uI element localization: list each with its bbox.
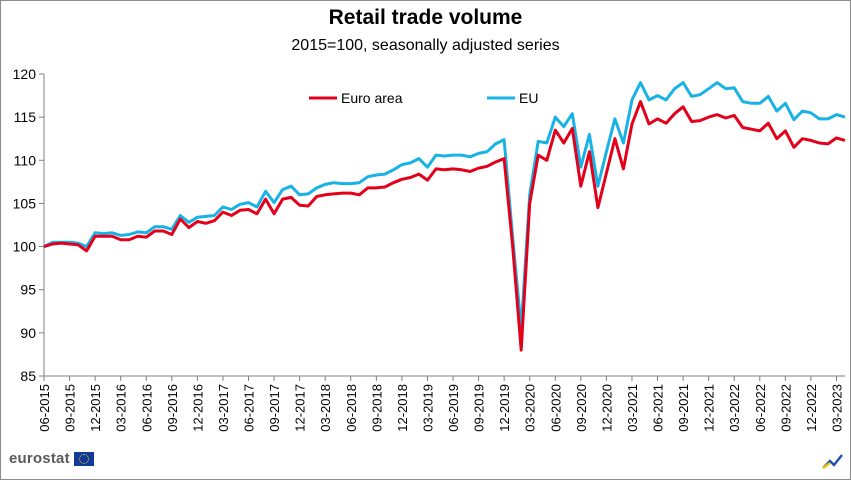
y-tick-label: 105: [13, 195, 37, 211]
x-tick-label: 09-2018: [369, 384, 384, 432]
x-tick-label: 09-2017: [267, 384, 282, 432]
x-tick-label: 06-2021: [651, 384, 666, 432]
x-tick-label: 09-2015: [63, 384, 78, 432]
logo-text: eurostat: [9, 450, 70, 467]
x-tick-label: 03-2023: [829, 384, 844, 432]
x-tick-label: 09-2020: [574, 384, 589, 432]
y-axis-ticks: 85 90 95 100 105 110 115 120: [13, 66, 44, 384]
legend-label-eu: EU: [519, 90, 538, 106]
series-lines: [43, 81, 846, 352]
legend-label-euro-area: Euro area: [341, 90, 403, 106]
axes: [43, 74, 845, 377]
x-tick-label: 12-2017: [293, 384, 308, 432]
series-line-eu: [43, 81, 846, 330]
x-axis-ticks: 06-2015 09-2015 12-2015 03-2016 06-2016 09-20…: [37, 376, 844, 432]
chart-title: Retail trade volume: [328, 6, 523, 29]
x-tick-label: 03-2018: [318, 384, 333, 432]
x-tick-label: 03-2016: [114, 384, 129, 432]
eurostat-corner-icon: [822, 454, 843, 469]
x-tick-label: 09-2021: [676, 384, 691, 432]
x-tick-label: 12-2015: [88, 384, 103, 432]
x-tick-label: 09-2016: [165, 384, 180, 432]
y-tick-label: 115: [14, 109, 37, 125]
y-tick-label: 90: [20, 325, 36, 341]
x-tick-label: 09-2019: [472, 384, 487, 432]
series-line-euro-area: [43, 100, 846, 352]
chart-subtitle: 2015=100, seasonally adjusted series: [291, 37, 560, 54]
x-tick-label: 06-2016: [139, 384, 154, 432]
y-tick-label: 120: [13, 66, 37, 82]
x-tick-label: 06-2019: [446, 384, 461, 432]
x-tick-label: 09-2022: [778, 384, 793, 432]
x-tick-label: 06-2015: [37, 384, 52, 432]
x-tick-label: 03-2019: [420, 384, 435, 432]
x-tick-label: 06-2022: [753, 384, 768, 432]
x-tick-label: 12-2016: [190, 384, 205, 432]
x-tick-label: 12-2022: [804, 384, 819, 432]
x-tick-label: 03-2020: [523, 384, 538, 432]
x-tick-label: 06-2017: [242, 384, 257, 432]
eurostat-logo: eurostat: [9, 450, 94, 467]
x-tick-label: 12-2021: [702, 384, 717, 432]
y-tick-label: 100: [13, 239, 37, 255]
legend: Euro area EU: [309, 90, 538, 106]
y-tick-label: 85: [20, 368, 36, 384]
eu-flag-icon: [73, 451, 94, 466]
x-tick-label: 06-2020: [548, 384, 563, 432]
y-tick-label: 95: [20, 282, 36, 298]
x-tick-label: 03-2021: [625, 384, 640, 432]
x-tick-label: 06-2018: [344, 384, 359, 432]
x-tick-label: 12-2020: [599, 384, 614, 432]
x-tick-label: 12-2019: [497, 384, 512, 432]
x-tick-label: 12-2018: [395, 384, 410, 432]
x-tick-label: 03-2022: [727, 384, 742, 432]
y-tick-label: 110: [14, 152, 37, 168]
x-tick-label: 03-2017: [216, 384, 231, 432]
